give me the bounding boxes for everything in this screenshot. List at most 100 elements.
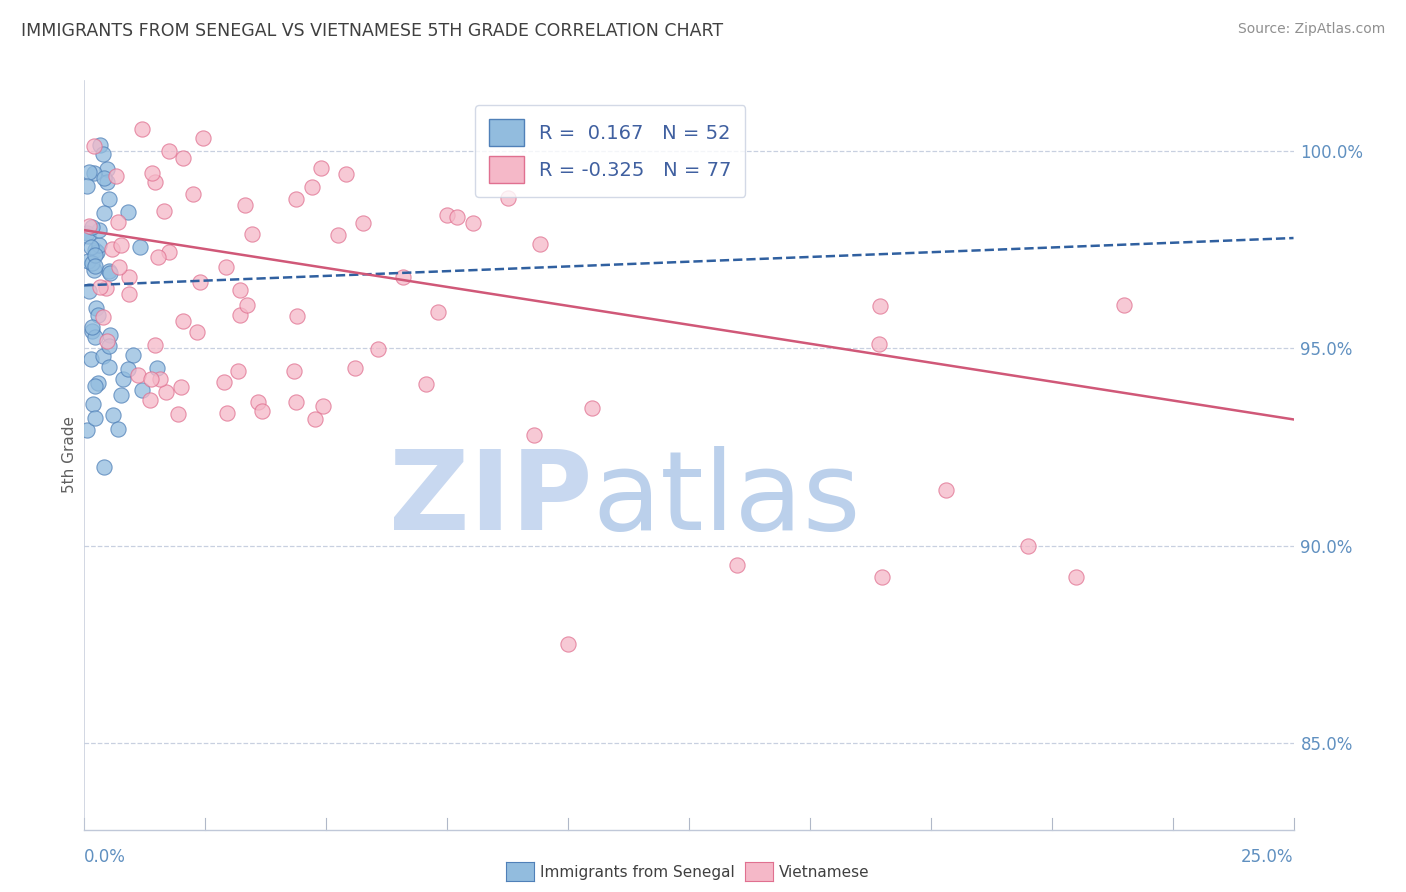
Point [83, 166, 105, 180]
Point [159, 245, 181, 260]
Point [117, 205, 139, 219]
Point [80, 320, 103, 334]
Point [391, 270, 413, 285]
Point [935, 483, 957, 497]
Text: IMMIGRANTS FROM SENEGAL VS VIETNAMESE 5TH GRADE CORRELATION CHART: IMMIGRANTS FROM SENEGAL VS VIETNAMESE 5T… [21, 22, 723, 40]
Point [79, 165, 101, 179]
Point [250, 404, 273, 418]
Point [86, 376, 108, 390]
Point [328, 227, 350, 242]
Point [80, 219, 103, 234]
Point [427, 305, 450, 319]
Point [167, 407, 190, 421]
Point [1112, 298, 1135, 312]
Point [83, 411, 105, 425]
Point [82, 397, 104, 411]
Point [212, 375, 235, 389]
Point [127, 368, 149, 383]
Point [91, 147, 114, 161]
Point [79, 284, 101, 298]
Point [522, 428, 544, 442]
Point [141, 166, 163, 180]
Point [1017, 539, 1039, 553]
Text: 25.0%: 25.0% [1241, 848, 1294, 866]
Point [76, 227, 98, 241]
Point [91, 310, 114, 324]
Point [285, 309, 308, 323]
Point [131, 384, 153, 398]
Point [91, 349, 114, 363]
Point [155, 384, 177, 399]
Point [284, 193, 307, 207]
Point [153, 203, 176, 218]
Point [77, 219, 100, 233]
Point [121, 348, 143, 362]
Point [141, 372, 163, 386]
Point [117, 362, 139, 376]
Point [312, 399, 335, 413]
Point [247, 395, 270, 409]
Point [352, 216, 374, 230]
Point [98, 267, 121, 281]
Point [229, 283, 252, 297]
Point [344, 361, 367, 376]
Point [96, 162, 118, 177]
Point [226, 364, 249, 378]
Legend: R =  0.167   N = 52, R = -0.325   N = 77: R = 0.167 N = 52, R = -0.325 N = 77 [475, 105, 745, 197]
Text: atlas: atlas [592, 446, 860, 553]
Point [181, 186, 204, 201]
Point [415, 377, 437, 392]
Text: ZIP: ZIP [389, 446, 592, 553]
Point [191, 131, 214, 145]
Point [236, 298, 259, 312]
Point [461, 216, 484, 230]
Point [98, 360, 121, 375]
Point [131, 122, 153, 136]
Point [89, 138, 111, 153]
Point [581, 401, 603, 415]
Point [80, 240, 103, 254]
Point [367, 342, 389, 356]
Text: Vietnamese: Vietnamese [779, 865, 869, 880]
Point [87, 223, 110, 237]
Point [436, 208, 458, 222]
Point [82, 324, 104, 338]
Point [98, 327, 121, 342]
Point [229, 308, 252, 322]
Point [93, 171, 115, 186]
Point [83, 263, 105, 277]
Y-axis label: 5th Grade: 5th Grade [62, 417, 77, 493]
Point [529, 236, 551, 251]
Text: Immigrants from Senegal: Immigrants from Senegal [540, 865, 735, 880]
Point [93, 206, 115, 220]
Point [112, 372, 135, 386]
Point [138, 392, 160, 407]
Point [496, 190, 519, 204]
Point [77, 229, 100, 244]
Point [233, 198, 256, 212]
Point [118, 269, 141, 284]
Point [309, 161, 332, 175]
Point [84, 243, 107, 257]
Point [108, 260, 131, 275]
Point [86, 244, 108, 259]
Point [557, 637, 579, 651]
Point [110, 237, 132, 252]
Point [84, 330, 107, 344]
Point [84, 248, 107, 262]
Point [100, 243, 122, 257]
Point [87, 237, 110, 252]
Point [76, 178, 98, 193]
Point [96, 175, 118, 189]
Point [170, 380, 193, 394]
Point [77, 254, 100, 268]
Point [97, 264, 120, 278]
Point [1064, 570, 1087, 584]
Point [215, 260, 238, 275]
Point [285, 394, 308, 409]
Point [94, 281, 117, 295]
Point [80, 351, 103, 366]
Point [97, 339, 120, 353]
Point [143, 338, 166, 352]
Point [869, 299, 891, 313]
